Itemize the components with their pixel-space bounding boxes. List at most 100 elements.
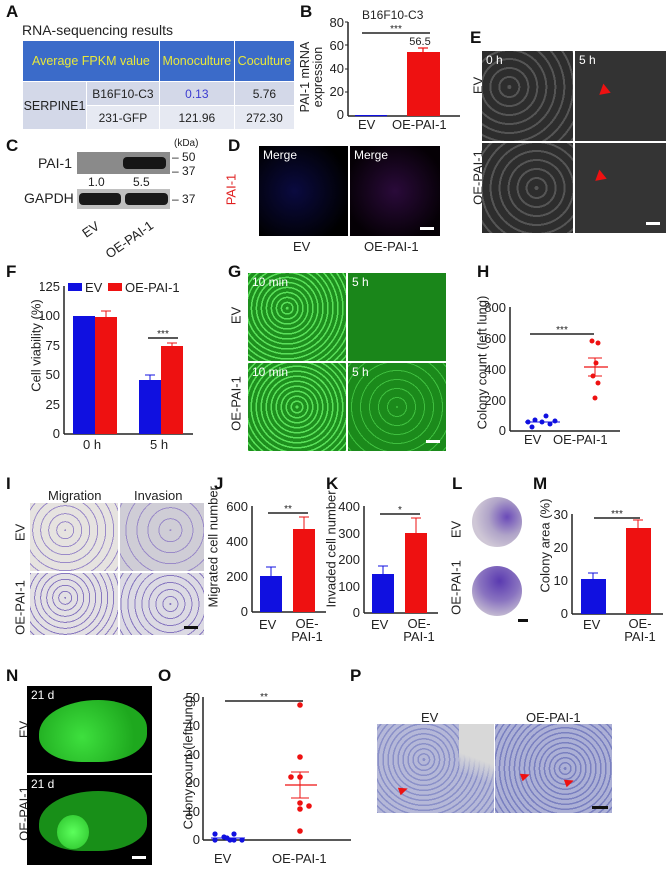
table-cell: 0.13 — [158, 81, 235, 106]
western-blot-gapdh — [77, 189, 170, 209]
g-row-ev: EV — [228, 306, 244, 325]
svg-text:125: 125 — [40, 280, 60, 294]
svg-text:56.5: 56.5 — [409, 36, 430, 48]
panel-label-e: E — [470, 28, 482, 47]
panel-label-g: G — [228, 262, 242, 281]
panel-label-i: I — [6, 474, 11, 493]
svg-text:*: * — [398, 505, 402, 516]
table-cell: 5.76 — [233, 81, 296, 106]
fluor-image-oe-10min: 10 min — [248, 363, 346, 451]
svg-text:20: 20 — [186, 775, 200, 790]
he-lung-section-oe — [495, 724, 612, 813]
svg-text:0: 0 — [337, 107, 344, 122]
lane-oe: OE-PAI-1 — [102, 217, 157, 262]
svg-text:0: 0 — [353, 605, 360, 620]
phase-image-ev-5h: 5 h — [575, 51, 666, 141]
svg-text:100: 100 — [40, 308, 60, 323]
svg-text:***: *** — [157, 329, 169, 340]
transwell-migration-ev — [30, 503, 118, 571]
quant-oe: 5.5 — [133, 175, 150, 189]
phase-image-oe-0h — [482, 143, 573, 233]
svg-text:60: 60 — [330, 38, 344, 53]
svg-text:**: ** — [284, 504, 292, 515]
panel-label-d: D — [228, 136, 241, 155]
transwell-invasion-ev — [120, 503, 204, 571]
d-label-oe: OE-PAI-1 — [364, 239, 419, 254]
svg-text:400: 400 — [484, 362, 506, 377]
panel-label-l: L — [452, 474, 463, 493]
pai1-stain-label: PAI-1 — [223, 173, 239, 206]
l-row-ev: EV — [448, 520, 464, 539]
g-row-oe: OE-PAI-1 — [228, 376, 244, 431]
svg-text:200: 200 — [226, 569, 248, 584]
o-x-ev: EV — [214, 851, 232, 866]
rnaseq-title: RNA-sequencing results — [22, 22, 173, 38]
l-row-oe: OE-PAI-1 — [448, 560, 464, 615]
chart-j-ylabel: Migrated cell number — [205, 486, 221, 608]
panel-label-b: B — [300, 2, 313, 21]
chart-m-bar: 30 20 10 0 *** — [554, 510, 663, 620]
fluor-image-oe-5h: 5 h — [348, 363, 446, 451]
svg-text:0: 0 — [561, 606, 568, 620]
svg-text:200: 200 — [338, 552, 360, 567]
table-header: Monoculture — [158, 40, 235, 82]
panel-label-o: O — [158, 666, 172, 685]
svg-text:40: 40 — [186, 718, 200, 733]
panel-label-c: C — [6, 136, 19, 155]
chart-b-bar: 80 60 40 20 0 *** 56.5 — [330, 15, 460, 122]
colony-plate-oe — [472, 566, 522, 616]
lung-image-ev: 21 d — [27, 686, 152, 773]
if-image-ev: Merge — [259, 146, 348, 236]
blot-label-pai1: PAI-1 — [38, 155, 72, 171]
western-blot-pai1 — [77, 152, 170, 174]
panel-label-h: H — [477, 262, 490, 281]
svg-text:0: 0 — [53, 426, 60, 440]
o-x-oe: OE-PAI-1 — [272, 851, 327, 866]
svg-text:50: 50 — [186, 690, 200, 705]
p-col-oe: OE-PAI-1 — [526, 710, 581, 725]
phase-image-ev-0h: 0 h — [482, 51, 573, 141]
panel-label-a: A — [6, 2, 19, 21]
panel-label-j: J — [214, 474, 224, 493]
svg-text:0: 0 — [193, 832, 200, 847]
x-label-oe: OE-PAI-1 — [392, 117, 447, 132]
svg-text:50: 50 — [46, 367, 60, 382]
svg-text:20: 20 — [330, 84, 344, 99]
svg-text:OE-PAI-1: OE-PAI-1 — [125, 280, 180, 295]
svg-text:80: 80 — [330, 15, 344, 30]
phase-image-oe-5h — [575, 143, 666, 233]
h-x-oe: OE-PAI-1 — [553, 432, 608, 447]
svg-text:200: 200 — [484, 393, 506, 408]
lane-ev: EV — [79, 218, 103, 241]
svg-text:40: 40 — [330, 61, 344, 76]
marker-50: – 50 — [172, 150, 196, 164]
panel-label-f: F — [6, 262, 17, 281]
chart-b-title: B16F10-C3 — [362, 8, 424, 22]
svg-text:800: 800 — [484, 300, 506, 315]
chart-k-bar: 400 300 200 100 0 * — [338, 500, 438, 620]
k-x-oe: OE-PAI-1 — [403, 616, 435, 644]
svg-text:75: 75 — [46, 338, 60, 353]
svg-text:25: 25 — [46, 397, 60, 412]
transwell-migration-oe — [30, 573, 118, 635]
blot-label-gapdh: GAPDH — [24, 190, 74, 206]
i-col-migration: Migration — [48, 488, 102, 503]
svg-text:**: ** — [260, 692, 268, 703]
chart-h-scatter: 800 600 400 200 0 *** — [484, 300, 620, 435]
svg-text:30: 30 — [554, 510, 568, 522]
svg-text:***: *** — [390, 24, 402, 35]
h-x-ev: EV — [524, 432, 542, 447]
m-x-ev: EV — [583, 617, 601, 632]
table-cell: 272.30 — [233, 105, 296, 130]
svg-text:0: 0 — [241, 604, 248, 619]
marker-37: – 37 — [172, 164, 196, 178]
table-header: Average FPKM value — [22, 40, 160, 82]
svg-text:400: 400 — [338, 500, 360, 514]
j-x-ev: EV — [259, 617, 277, 632]
svg-text:10: 10 — [554, 573, 568, 588]
fluor-image-ev-10min: 10 min — [248, 273, 346, 361]
x-label-0h: 0 h — [83, 437, 102, 452]
fluor-image-ev-5h: 5 h — [348, 273, 446, 361]
fpkm-table: Average FPKM value Monoculture Coculture… — [22, 40, 296, 130]
x-label-ev: EV — [358, 117, 376, 132]
